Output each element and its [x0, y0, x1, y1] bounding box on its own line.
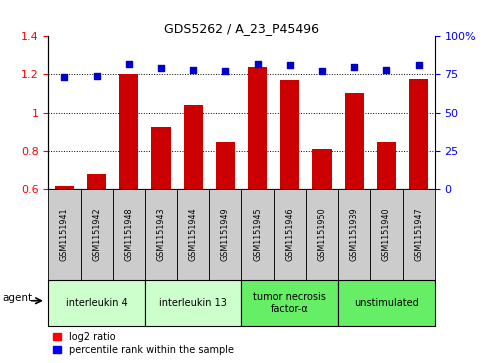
Text: GSM1151943: GSM1151943: [156, 207, 166, 261]
Point: [254, 61, 261, 67]
Point: [222, 69, 229, 74]
Bar: [184, 105, 203, 303]
Point: [157, 65, 165, 71]
FancyBboxPatch shape: [145, 281, 242, 326]
Bar: [248, 67, 267, 303]
Legend: log2 ratio, percentile rank within the sample: log2 ratio, percentile rank within the s…: [53, 331, 234, 355]
Bar: [151, 127, 170, 303]
Text: GSM1151948: GSM1151948: [124, 207, 133, 261]
Text: GSM1151947: GSM1151947: [414, 207, 423, 261]
FancyBboxPatch shape: [113, 189, 145, 280]
Bar: [216, 142, 235, 303]
FancyBboxPatch shape: [48, 281, 145, 326]
FancyBboxPatch shape: [242, 189, 274, 280]
Text: tumor necrosis
factor-α: tumor necrosis factor-α: [254, 292, 326, 314]
Bar: [409, 79, 428, 303]
Text: GSM1151944: GSM1151944: [189, 207, 198, 261]
Text: GSM1151949: GSM1151949: [221, 207, 230, 261]
FancyBboxPatch shape: [209, 189, 242, 280]
Point: [189, 67, 197, 73]
Title: GDS5262 / A_23_P45496: GDS5262 / A_23_P45496: [164, 22, 319, 35]
FancyBboxPatch shape: [370, 189, 402, 280]
FancyBboxPatch shape: [48, 189, 81, 280]
FancyBboxPatch shape: [306, 189, 338, 280]
Text: agent: agent: [2, 293, 32, 303]
FancyBboxPatch shape: [81, 189, 113, 280]
Text: GSM1151941: GSM1151941: [60, 207, 69, 261]
Bar: [344, 93, 364, 303]
FancyBboxPatch shape: [338, 281, 435, 326]
FancyBboxPatch shape: [338, 189, 370, 280]
Point: [286, 62, 294, 68]
Point: [318, 69, 326, 74]
Text: GSM1151945: GSM1151945: [253, 207, 262, 261]
Point: [60, 74, 68, 80]
Text: unstimulated: unstimulated: [354, 298, 419, 308]
Point: [125, 61, 133, 67]
Text: interleukin 13: interleukin 13: [159, 298, 227, 308]
Point: [350, 64, 358, 70]
Bar: [55, 186, 74, 303]
Text: GSM1151939: GSM1151939: [350, 207, 359, 261]
Bar: [280, 80, 299, 303]
FancyBboxPatch shape: [177, 189, 209, 280]
Text: interleukin 4: interleukin 4: [66, 298, 128, 308]
Bar: [377, 142, 396, 303]
Text: GSM1151946: GSM1151946: [285, 207, 294, 261]
FancyBboxPatch shape: [145, 189, 177, 280]
Bar: [119, 74, 139, 303]
FancyBboxPatch shape: [242, 281, 338, 326]
Text: GSM1151950: GSM1151950: [317, 207, 327, 261]
Text: GSM1151940: GSM1151940: [382, 207, 391, 261]
Point: [415, 62, 423, 68]
Point: [93, 73, 100, 79]
Bar: [313, 149, 332, 303]
Text: GSM1151942: GSM1151942: [92, 207, 101, 261]
FancyBboxPatch shape: [274, 189, 306, 280]
Bar: [87, 174, 106, 303]
FancyBboxPatch shape: [402, 189, 435, 280]
Point: [383, 67, 390, 73]
